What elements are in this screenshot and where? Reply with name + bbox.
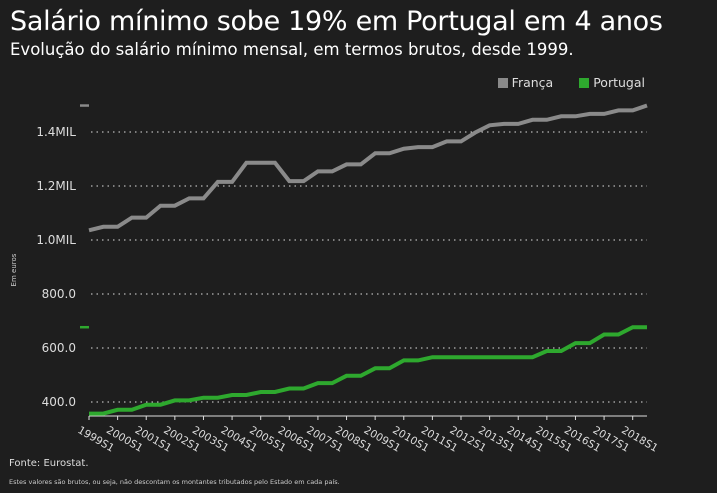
source-note: Fonte: Eurostat. — [9, 458, 89, 469]
legend-label-franca: França — [511, 75, 554, 90]
y-tick-label: 1.0MIL — [36, 233, 76, 247]
legend-label-portugal: Portugal — [593, 75, 645, 90]
footnote: Estes valores são brutos, ou seja, não d… — [9, 478, 340, 486]
legend-swatch-franca — [497, 77, 508, 88]
y-tick-label: 400.0 — [42, 395, 76, 409]
chart-subtitle: Evolução do salário mínimo mensal, em te… — [10, 40, 574, 59]
legend: França Portugal — [497, 75, 645, 90]
legend-swatch-portugal — [579, 77, 590, 88]
legend-item-portugal[interactable]: Portugal — [579, 75, 645, 90]
y-tick-label: 600.0 — [42, 341, 76, 355]
legend-item-franca[interactable]: França — [497, 75, 554, 90]
series-line-franca — [88, 103, 648, 233]
y-axis-label: Em euros — [10, 253, 18, 286]
chart-title: Salário mínimo sobe 19% em Portugal em 4… — [10, 6, 663, 37]
y-tick-label: 1.4MIL — [36, 125, 76, 139]
series-line-portugal — [89, 325, 647, 416]
y-tick-label: 800.0 — [42, 287, 76, 301]
y-tick-label: 1.2MIL — [36, 179, 76, 193]
